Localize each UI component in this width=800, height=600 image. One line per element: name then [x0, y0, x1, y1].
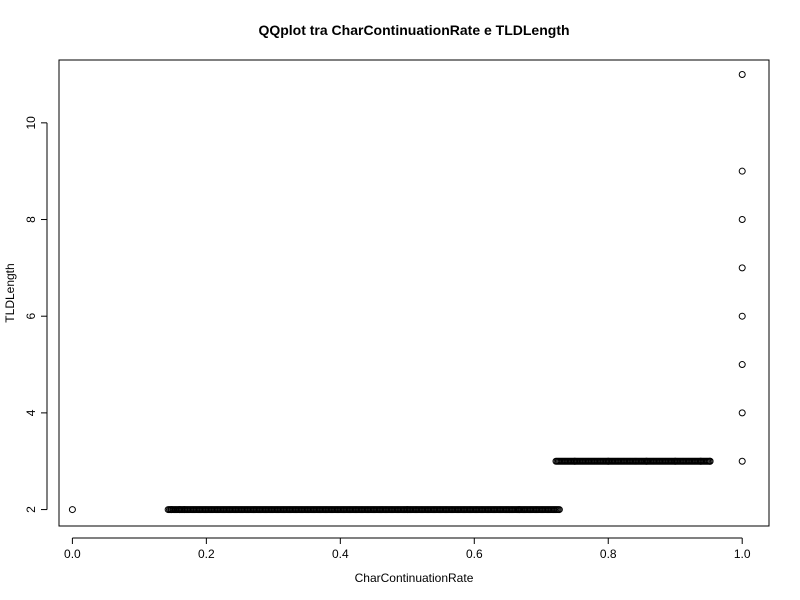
- x-tick-label: 0.2: [198, 547, 215, 561]
- data-point: [706, 457, 714, 465]
- y-tick-label: 8: [24, 216, 38, 223]
- data-point: [671, 457, 679, 465]
- data-point: [697, 457, 705, 465]
- data-point: [738, 361, 746, 369]
- x-tick-label: 0.4: [332, 547, 349, 561]
- y-axis: 2 4 6 8 10: [24, 116, 48, 513]
- data-point: [738, 264, 746, 272]
- data-points: [68, 71, 746, 514]
- data-point: [164, 506, 172, 514]
- data-point: [738, 167, 746, 175]
- data-point: [515, 506, 523, 514]
- x-tick-label: 0.6: [466, 547, 483, 561]
- data-point: [738, 457, 746, 465]
- data-point: [403, 506, 411, 514]
- y-tick-label: 2: [24, 506, 38, 513]
- data-point: [180, 506, 188, 514]
- data-point: [738, 312, 746, 320]
- data-point: [738, 216, 746, 224]
- data-point: [738, 71, 746, 79]
- x-tick-label: 0.0: [64, 547, 81, 561]
- chart-title: QQplot tra CharContinuationRate e TLDLen…: [258, 22, 569, 38]
- data-point: [68, 506, 76, 514]
- data-point: [604, 457, 612, 465]
- y-axis-label: TLDLength: [3, 263, 17, 322]
- plot-frame: [58, 59, 770, 527]
- data-point: [571, 457, 579, 465]
- data-point: [176, 506, 184, 514]
- x-axis: 0.0 0.2 0.4 0.6 0.8 1.0: [64, 537, 751, 561]
- x-tick-label: 0.8: [600, 547, 617, 561]
- data-point: [555, 506, 563, 514]
- x-tick-label: 1.0: [734, 547, 751, 561]
- data-point: [168, 506, 176, 514]
- y-tick-label: 6: [24, 313, 38, 320]
- y-tick-label: 10: [24, 116, 38, 130]
- data-point: [642, 457, 650, 465]
- x-axis-label: CharContinuationRate: [355, 571, 474, 585]
- data-point: [738, 409, 746, 417]
- y-tick-label: 4: [24, 409, 38, 416]
